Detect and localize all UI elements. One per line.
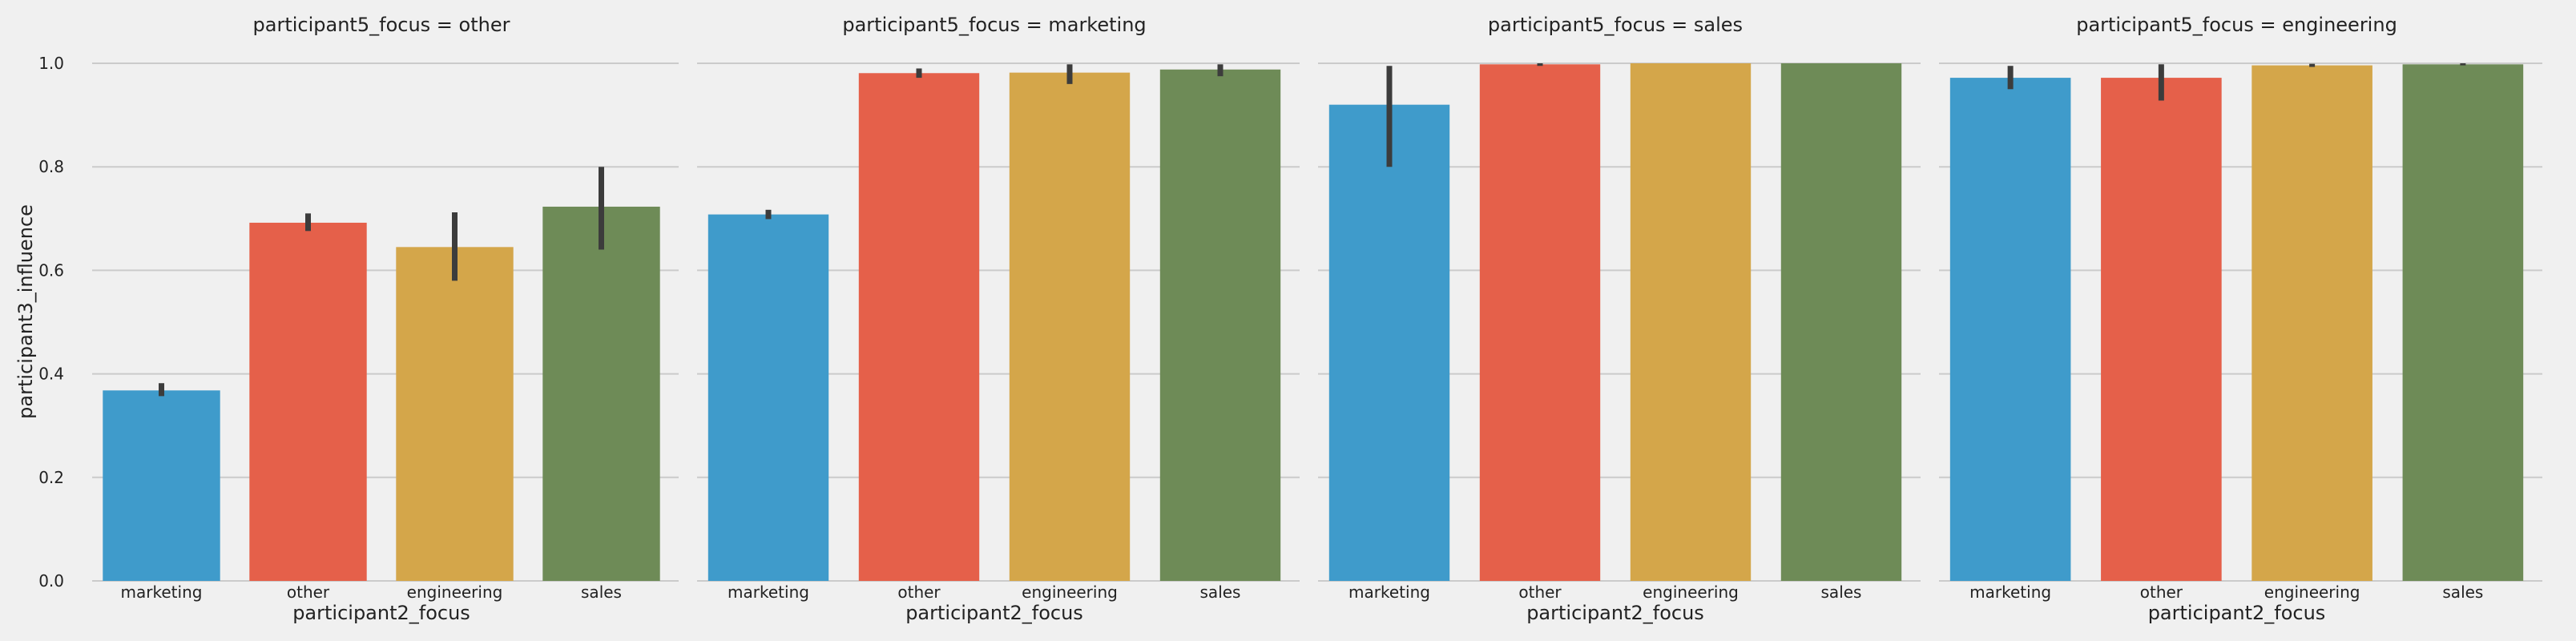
x-axis-label: participant2_focus xyxy=(292,602,470,624)
x-tick-label: engineering xyxy=(1643,583,1739,602)
x-tick-label: engineering xyxy=(2264,583,2360,602)
bar-sales-other xyxy=(1479,64,1601,582)
x-tick-label: engineering xyxy=(1022,583,1118,602)
y-tick-label: 0.2 xyxy=(38,468,64,487)
bar-sales-marketing xyxy=(1328,104,1450,581)
bar-marketing-other xyxy=(858,73,980,582)
x-axis-label: participant2_focus xyxy=(905,602,1083,624)
x-tick-label: marketing xyxy=(728,583,809,602)
y-tick-label: 0.0 xyxy=(38,571,64,591)
bar-other-marketing xyxy=(103,390,220,581)
x-tick-label: marketing xyxy=(1969,583,2051,602)
y-tick-label: 0.4 xyxy=(38,365,64,384)
bar-engineering-sales xyxy=(2402,64,2524,582)
bar-engineering-marketing xyxy=(1949,78,2071,581)
y-axis-label: participant3_influence xyxy=(14,204,37,419)
x-tick-label: other xyxy=(287,583,330,602)
facet-title-marketing: participant5_focus = marketing xyxy=(842,14,1146,36)
x-axis-label: participant2_focus xyxy=(1526,602,1704,624)
x-tick-label: other xyxy=(897,583,941,602)
x-tick-label: marketing xyxy=(1348,583,1430,602)
bar-sales-engineering xyxy=(1630,63,1752,581)
bar-marketing-sales xyxy=(1159,69,1281,581)
y-tick-label: 0.8 xyxy=(38,157,64,176)
bar-other-engineering xyxy=(396,247,514,581)
x-tick-label: other xyxy=(1518,583,1562,602)
bar-marketing-engineering xyxy=(1009,72,1131,582)
bar-engineering-engineering xyxy=(2251,65,2372,582)
bar-other-other xyxy=(249,222,367,581)
x-tick-label: sales xyxy=(1821,583,1862,602)
bar-sales-sales xyxy=(1780,63,1902,581)
facet-title-sales: participant5_focus = sales xyxy=(1488,14,1743,36)
x-tick-label: sales xyxy=(1200,583,1241,602)
facet-title-engineering: participant5_focus = engineering xyxy=(2076,14,2397,36)
x-tick-label: other xyxy=(2140,583,2183,602)
x-tick-label: sales xyxy=(2442,583,2483,602)
facet-title-other: participant5_focus = other xyxy=(253,14,510,36)
bar-other-sales xyxy=(542,206,660,581)
bar-marketing-marketing xyxy=(707,214,829,581)
x-tick-label: engineering xyxy=(407,583,503,602)
y-tick-label: 1.0 xyxy=(38,54,64,73)
y-tick-label: 0.6 xyxy=(38,260,64,280)
x-tick-label: marketing xyxy=(121,583,203,602)
x-tick-label: sales xyxy=(581,583,622,602)
bar-engineering-other xyxy=(2101,78,2222,581)
x-axis-label: participant2_focus xyxy=(2148,602,2326,624)
